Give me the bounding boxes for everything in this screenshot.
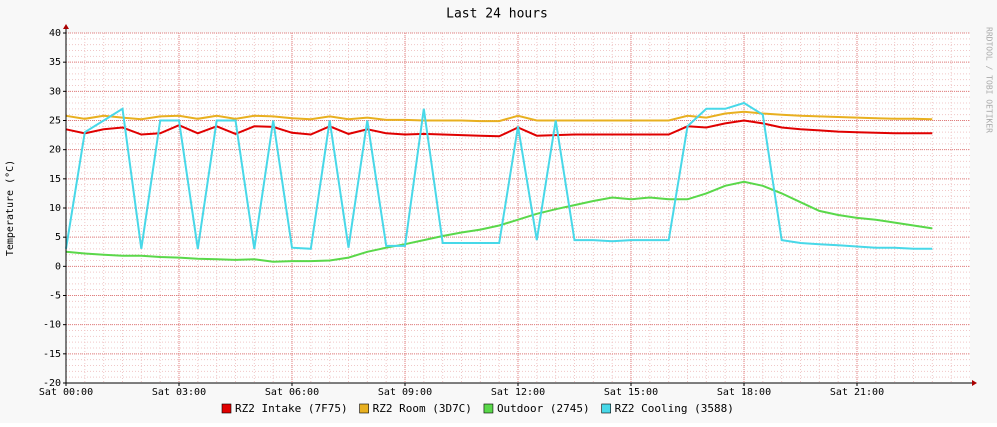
legend-swatch: [221, 403, 232, 414]
y-tick-label: -20: [43, 378, 61, 389]
legend-label: RZ2 Room (3D7C): [373, 402, 472, 415]
y-tick-label: -5: [49, 291, 61, 302]
x-tick-label: Sat 03:00: [152, 387, 206, 398]
series-line: [65, 110, 933, 123]
x-arrow: [972, 380, 977, 386]
lines: [65, 101, 933, 263]
x-tick-label: Sat 21:00: [830, 387, 884, 398]
y-tick-label: -15: [43, 349, 61, 360]
y-arrow: [63, 24, 69, 29]
y-tick-label: 10: [49, 203, 61, 214]
x-tick-label: Sat 09:00: [378, 387, 432, 398]
legend-label: RZ2 Intake (7F75): [235, 402, 348, 415]
watermark: RRDTOOL / TOBI OETIKER: [985, 27, 994, 133]
axes: [63, 24, 977, 386]
y-tick-label: 25: [49, 116, 61, 127]
legend-swatch: [483, 403, 494, 414]
legend-swatch: [601, 403, 611, 414]
y-axis-label: Temperature (°C): [5, 160, 16, 256]
legend-swatch: [359, 403, 369, 414]
y-tick-label: 40: [49, 28, 61, 39]
x-tick-label: Sat 00:00: [39, 387, 93, 398]
legend: RZ2 Intake (7F75) RZ2 Room (3D7C) Outdoor …: [221, 402, 734, 415]
y-tick-label: 15: [49, 174, 61, 185]
x-tick-label: Sat 06:00: [265, 387, 319, 398]
series-line: [65, 119, 933, 138]
grid: [63, 32, 970, 386]
legend-label: RZ2 Cooling (3588): [615, 402, 734, 415]
y-tick-label: 0: [55, 261, 61, 272]
y-tick-label: 30: [49, 86, 61, 97]
y-tick-label: 35: [49, 57, 61, 68]
y-tick-label: -10: [43, 320, 61, 331]
chart-title: Last 24 hours: [446, 7, 548, 22]
y-tick-label: 5: [55, 232, 61, 243]
x-tick-label: Sat 18:00: [717, 387, 771, 398]
legend-label: Outdoor (2745): [497, 402, 590, 415]
y-tick-label: 20: [49, 145, 61, 156]
x-tick-label: Sat 12:00: [491, 387, 545, 398]
series-line: [65, 180, 933, 263]
series-line: [65, 101, 933, 250]
x-tick-label: Sat 15:00: [604, 387, 658, 398]
